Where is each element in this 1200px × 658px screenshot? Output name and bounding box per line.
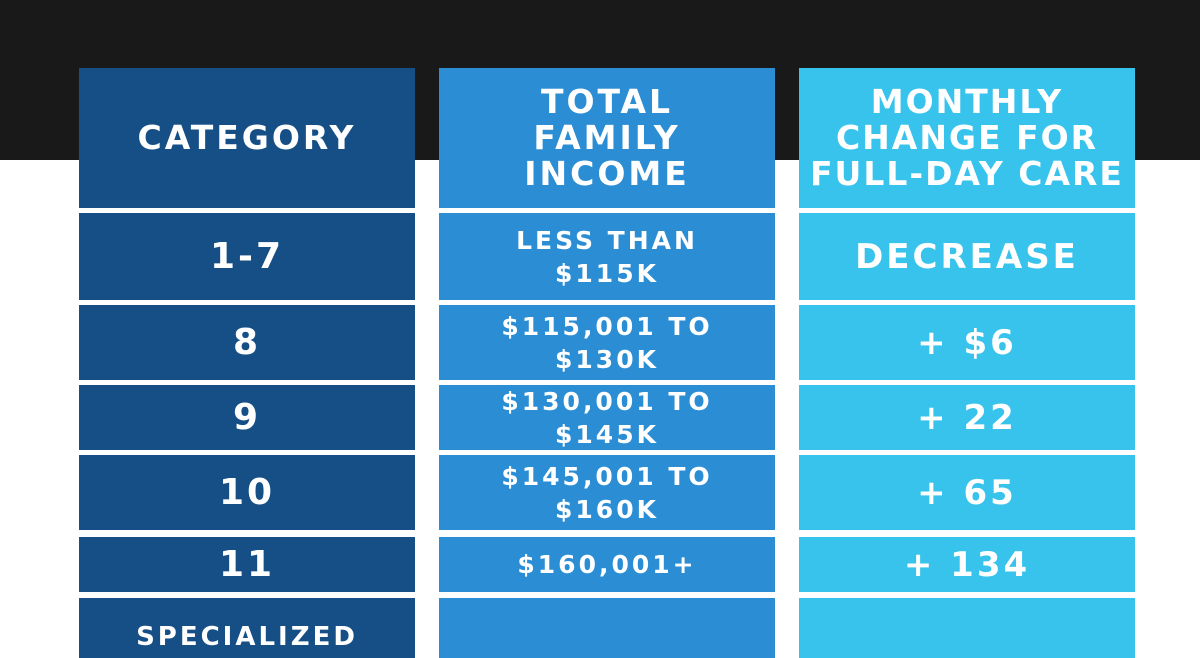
cell-text: 11 bbox=[218, 544, 276, 585]
table-cell: $130,001 TO $145K bbox=[439, 385, 775, 450]
table-cell: 9 bbox=[79, 385, 415, 450]
table-cell: 1-7 bbox=[79, 213, 415, 300]
cell-text: 8 bbox=[232, 322, 262, 363]
table-cell: + $6 bbox=[799, 305, 1135, 380]
cell-text: CATEGORY bbox=[137, 118, 357, 157]
table-cell: $160,001+ bbox=[439, 537, 775, 592]
cell-text: 9 bbox=[232, 397, 262, 438]
cell-text: + 65 bbox=[917, 472, 1017, 513]
cell-text: SPECIALIZED bbox=[136, 622, 358, 652]
cell-text: 1-7 bbox=[209, 236, 285, 277]
table-cell: 8 bbox=[79, 305, 415, 380]
cell-text: $160,001+ bbox=[517, 550, 697, 579]
table-cell: $145,001 TO $160K bbox=[439, 455, 775, 530]
cell-text: DECREASE bbox=[855, 236, 1079, 277]
table-cell: 11 bbox=[79, 537, 415, 592]
cell-text: $115,001 TO $130K bbox=[501, 311, 713, 374]
table-cell: + 22 bbox=[799, 385, 1135, 450]
cell-text: MONTHLY CHANGE FOR FULL-DAY CARE bbox=[810, 82, 1124, 193]
table-cell: SPECIALIZED bbox=[79, 598, 415, 658]
cell-text: + 134 bbox=[903, 544, 1031, 585]
cell-text: + 22 bbox=[917, 397, 1017, 438]
header-cell: CATEGORY bbox=[79, 68, 415, 208]
table-cell: $115,001 TO $130K bbox=[439, 305, 775, 380]
table-cell bbox=[799, 598, 1135, 658]
header-cell: TOTAL FAMILY INCOME bbox=[439, 68, 775, 208]
table-cell: + 65 bbox=[799, 455, 1135, 530]
cell-text: $130,001 TO $145K bbox=[501, 386, 713, 449]
cell-text: LESS THAN $115K bbox=[516, 225, 698, 288]
table-cell: 10 bbox=[79, 455, 415, 530]
table-cell: LESS THAN $115K bbox=[439, 213, 775, 300]
table-cell: + 134 bbox=[799, 537, 1135, 592]
cell-text: + $6 bbox=[917, 322, 1017, 363]
table-cell bbox=[439, 598, 775, 658]
cell-text: TOTAL FAMILY INCOME bbox=[524, 82, 690, 193]
cell-text: $145,001 TO $160K bbox=[501, 461, 713, 524]
header-cell: MONTHLY CHANGE FOR FULL-DAY CARE bbox=[799, 68, 1135, 208]
cell-text: 10 bbox=[218, 472, 276, 513]
table-cell: DECREASE bbox=[799, 213, 1135, 300]
